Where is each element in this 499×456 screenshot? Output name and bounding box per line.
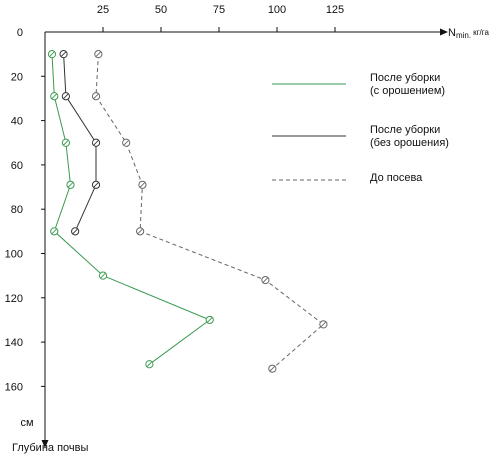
y-tick-label: 60 xyxy=(11,160,23,172)
x-tick-label: 75 xyxy=(213,4,225,16)
data-point-slash xyxy=(68,182,74,188)
series-2 xyxy=(91,50,328,373)
legend-label-line1: До посева xyxy=(370,172,423,184)
data-point-slash xyxy=(320,321,326,327)
legend: После уборки(с орошением)После уборки(бе… xyxy=(272,72,449,184)
x-tick-label: 50 xyxy=(155,4,167,16)
series-line xyxy=(95,54,325,370)
legend-label-line2: (без орошения) xyxy=(370,137,449,149)
data-point-slash xyxy=(93,140,99,146)
x-axis-label-main: N xyxy=(448,27,456,39)
data-point-slash xyxy=(49,51,55,57)
data-point-slash xyxy=(63,93,69,99)
y-tick-label: 140 xyxy=(5,337,23,349)
x-tick-label: 100 xyxy=(268,4,286,16)
x-axis-label-sub: min. xyxy=(456,31,471,40)
labels: Nmin. кг/га см Глубина почвы xyxy=(12,27,489,454)
legend-item-2: До посева xyxy=(272,172,423,184)
data-point-slash xyxy=(123,140,129,146)
data-point-slash xyxy=(95,51,101,57)
data-point-slash xyxy=(51,93,57,99)
x-axis-label: Nmin. кг/га xyxy=(448,27,489,40)
data-point-slash xyxy=(139,182,145,188)
data-point-slash xyxy=(146,361,152,367)
y-tick-label: 120 xyxy=(5,293,23,305)
x-axis-label-unit: кг/га xyxy=(473,28,489,37)
series-1 xyxy=(59,50,101,236)
series-layer xyxy=(47,50,328,373)
y-axis-unit: см xyxy=(20,417,33,429)
legend-label-line1: После уборки xyxy=(370,72,440,84)
data-point-slash xyxy=(61,51,67,57)
series-0 xyxy=(47,50,214,369)
data-point-slash xyxy=(100,273,106,279)
axes xyxy=(41,28,448,448)
data-point-slash xyxy=(93,93,99,99)
y-axis-title: Глубина почвы xyxy=(12,442,88,454)
x-ticks: 25 50 75 100 125 xyxy=(97,4,344,32)
x-axis-arrow xyxy=(440,28,448,36)
y-tick-label: 0 xyxy=(17,27,23,39)
legend-label-line2: (с орошением) xyxy=(370,85,445,97)
data-point-slash xyxy=(262,277,268,283)
y-ticks: 0 20 40 60 80 100 120 140 160 xyxy=(5,27,45,393)
data-point-slash xyxy=(51,228,57,234)
y-tick-label: 100 xyxy=(5,249,23,261)
y-tick-label: 160 xyxy=(5,381,23,393)
data-point-slash xyxy=(137,228,143,234)
y-axis-arrow xyxy=(41,440,49,448)
legend-label-line1: После уборки xyxy=(370,124,440,136)
y-tick-label: 80 xyxy=(11,204,23,216)
data-point-slash xyxy=(63,140,69,146)
y-tick-label: 20 xyxy=(11,71,23,83)
data-point-slash xyxy=(93,182,99,188)
data-point-slash xyxy=(207,317,213,323)
x-tick-label: 25 xyxy=(97,4,109,16)
data-point-slash xyxy=(269,366,275,372)
x-tick-label: 125 xyxy=(326,4,344,16)
data-point-slash xyxy=(72,228,78,234)
y-tick-label: 40 xyxy=(11,116,23,128)
legend-item-1: После уборки(без орошения) xyxy=(272,124,449,149)
legend-item-0: После уборки(с орошением) xyxy=(272,72,445,97)
series-line xyxy=(51,54,211,365)
